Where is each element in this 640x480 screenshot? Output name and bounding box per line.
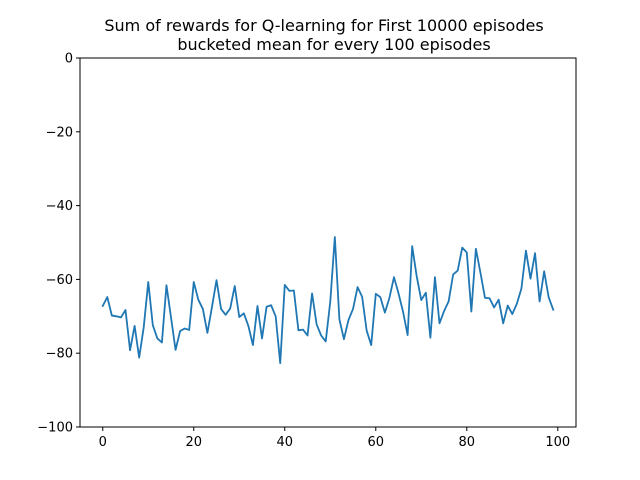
chart-title-line-1: Sum of rewards for Q-learning for First … (104, 16, 543, 35)
x-tick-label: 20 (185, 435, 202, 450)
series-line (101, 236, 555, 365)
x-tick-label: 60 (368, 435, 385, 450)
x-tick-label: 0 (99, 435, 107, 450)
chart-title-line-2: bucketed mean for every 100 episodes (177, 35, 490, 54)
y-tick-label: 0 (65, 52, 73, 67)
y-tick-label: −60 (46, 273, 73, 288)
y-tick-label: −100 (37, 421, 73, 436)
x-tick-label: 80 (459, 435, 476, 450)
axis-ticks: 0 20 40 60 80 100 0 −20 −40 −60 −80 −100 (37, 52, 570, 451)
y-tick-label: −20 (46, 125, 73, 140)
x-tick-label: 40 (276, 435, 293, 450)
x-tick-label: 100 (545, 435, 570, 450)
y-tick-label: −40 (46, 199, 73, 214)
series-group (101, 236, 555, 365)
plot-area-frame (79, 57, 577, 428)
y-tick-label: −80 (46, 347, 73, 362)
